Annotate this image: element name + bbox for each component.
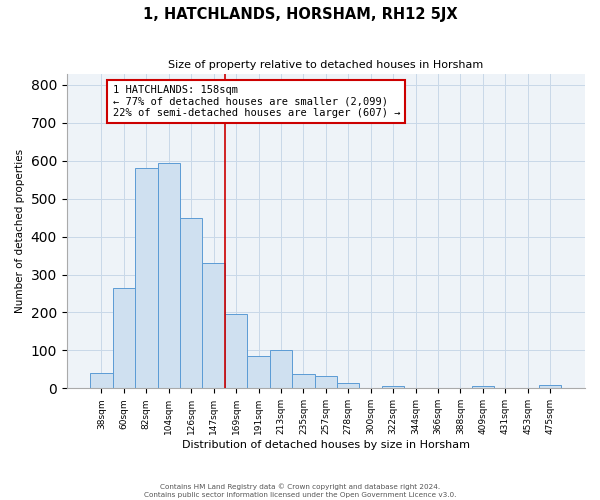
Bar [247,356,270,388]
Bar [314,376,337,388]
X-axis label: Distribution of detached houses by size in Horsham: Distribution of detached houses by size … [182,440,470,450]
Bar [225,314,247,388]
Text: Contains HM Land Registry data © Crown copyright and database right 2024.
Contai: Contains HM Land Registry data © Crown c… [144,484,456,498]
Bar [270,350,292,389]
Bar [113,288,135,388]
Bar [539,386,562,388]
Bar [292,374,314,388]
Text: 1 HATCHLANDS: 158sqm
← 77% of detached houses are smaller (2,099)
22% of semi-de: 1 HATCHLANDS: 158sqm ← 77% of detached h… [113,85,400,118]
Bar [180,218,202,388]
Bar [90,373,113,388]
Bar [337,384,359,388]
Y-axis label: Number of detached properties: Number of detached properties [15,149,25,313]
Bar [202,263,225,388]
Bar [472,386,494,388]
Bar [135,168,158,388]
Bar [158,162,180,388]
Title: Size of property relative to detached houses in Horsham: Size of property relative to detached ho… [168,60,484,70]
Text: 1, HATCHLANDS, HORSHAM, RH12 5JX: 1, HATCHLANDS, HORSHAM, RH12 5JX [143,8,457,22]
Bar [382,386,404,388]
